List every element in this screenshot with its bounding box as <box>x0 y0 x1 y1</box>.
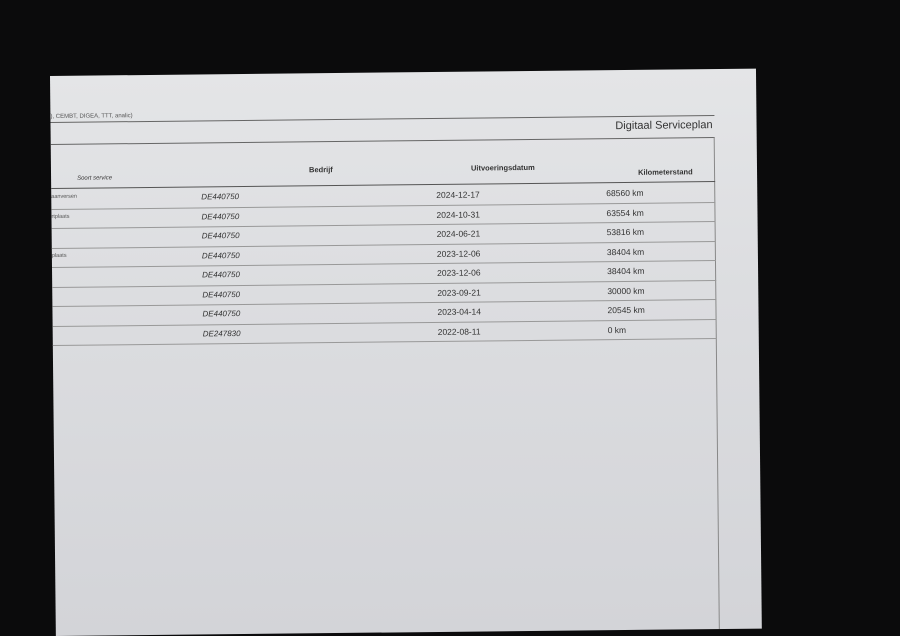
date-cell: 2022-08-11 <box>437 326 481 337</box>
date-cell: 2023-12-06 <box>436 248 481 259</box>
column-header-service: Soort service <box>77 175 113 182</box>
column-header-date: Uitvoeringsdatum <box>470 162 535 173</box>
document-title: Digitaal Serviceplan <box>615 119 713 133</box>
company-cell: DE440750 <box>202 289 241 299</box>
km-cell: 53816 km <box>606 226 645 238</box>
km-cell: 63554 km <box>606 207 644 218</box>
km-cell: 30000 km <box>607 285 645 296</box>
column-header-km: Kilometerstand <box>637 167 693 177</box>
km-cell: 38404 km <box>606 246 645 257</box>
km-cell: 38404 km <box>607 265 645 277</box>
service-cell: rtplaats <box>51 213 70 220</box>
company-cell: DE440750 <box>201 192 240 202</box>
company-cell: DE247830 <box>202 328 241 338</box>
km-cell: 20545 km <box>607 304 645 316</box>
service-cell: aanversen <box>51 193 77 200</box>
date-cell: 2024-06-21 <box>436 228 481 239</box>
service-document: ), CEMBT, DIGEA, TTT, analic) Digitaal S… <box>50 68 762 636</box>
company-cell: DE440750 <box>202 309 241 319</box>
date-cell: 2024-12-17 <box>436 189 480 200</box>
divider <box>50 137 715 145</box>
company-cell: DE440750 <box>201 250 240 260</box>
date-cell: 2023-12-06 <box>437 267 481 278</box>
km-cell: 68560 km <box>606 187 644 199</box>
top-note: ), CEMBT, DIGEA, TTT, analic) <box>50 113 133 120</box>
company-cell: DE440750 <box>201 211 240 221</box>
date-cell: 2023-04-14 <box>437 306 482 317</box>
column-header-company: Bedrijf <box>308 165 333 175</box>
date-cell: 2023-09-21 <box>437 287 481 298</box>
date-cell: 2024-10-31 <box>436 209 481 220</box>
service-cell: plaats <box>51 252 67 259</box>
km-cell: 0 km <box>607 324 627 335</box>
company-cell: DE440750 <box>201 231 240 241</box>
company-cell: DE440750 <box>202 270 240 280</box>
